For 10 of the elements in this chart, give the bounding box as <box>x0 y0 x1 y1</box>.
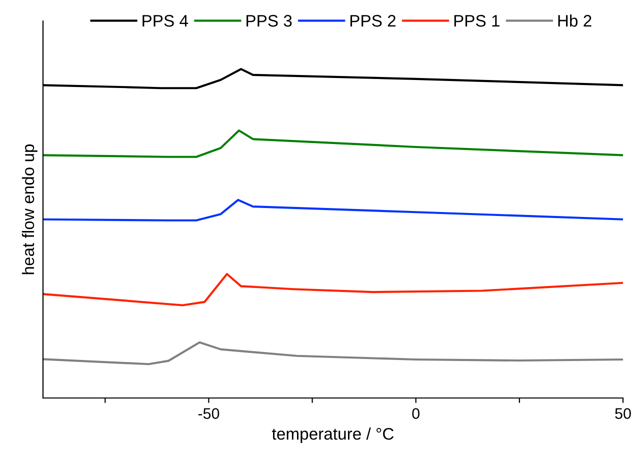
x-tick-label: 50 <box>615 408 631 419</box>
legend-label: Hb 2 <box>558 14 592 27</box>
x-axis-title: temperature / °C <box>272 428 394 444</box>
legend-label: PPS 3 <box>246 14 292 27</box>
y-axis-title: heat flow endo up <box>22 144 38 274</box>
x-tick-label: 0 <box>412 408 420 419</box>
legend-label: PPS 1 <box>454 14 500 27</box>
legend-label: PPS 2 <box>350 14 396 27</box>
legend-label: PPS 4 <box>142 14 188 27</box>
x-tick-label: -50 <box>198 408 220 419</box>
